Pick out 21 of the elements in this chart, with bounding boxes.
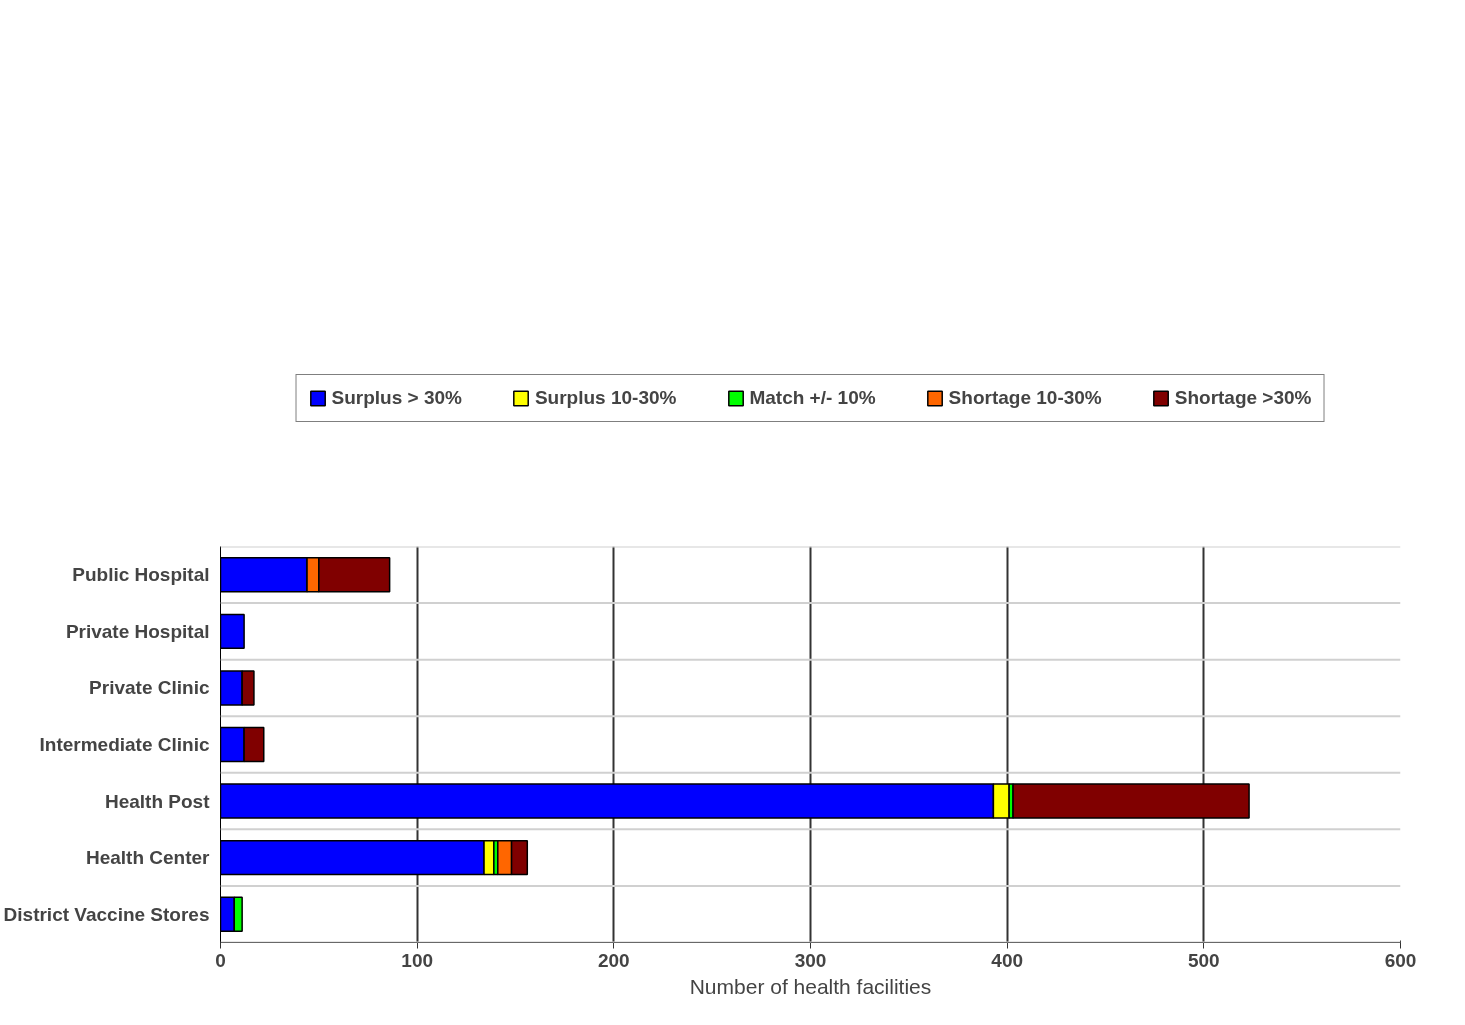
x-tick-label: 500: [1187, 949, 1220, 971]
y-tick-label: District Vaccine Stores: [3, 903, 210, 925]
x-tick-label: 400: [991, 949, 1024, 971]
legend-label: Surplus > 30%: [331, 386, 462, 409]
y-tick-label: Intermediate Clinic: [39, 734, 210, 755]
x-tick-label: 300: [794, 949, 827, 971]
x-tick-label: 600: [1384, 949, 1417, 971]
legend-label: Surplus 10-30%: [534, 386, 677, 409]
y-tick-label: Health Post: [104, 790, 211, 812]
legend-label: Shortage 10-30%: [948, 386, 1102, 409]
x-tick-label: 200: [597, 949, 630, 971]
y-tick-label: Health Center: [85, 847, 211, 869]
legend-label: Shortage >30%: [1174, 386, 1312, 409]
y-tick-label: Private Hospital: [65, 620, 210, 642]
x-tick-label: 0: [215, 949, 226, 971]
bar: [1012, 783, 1250, 819]
y-tick-label: Public Hospital: [72, 564, 210, 586]
y-tick-label: Private Clinic: [89, 677, 210, 699]
x-axis-title: Number of health facilities: [689, 974, 932, 998]
legend-label: Match +/- 10%: [749, 386, 876, 409]
x-tick-label: 100: [401, 949, 434, 971]
